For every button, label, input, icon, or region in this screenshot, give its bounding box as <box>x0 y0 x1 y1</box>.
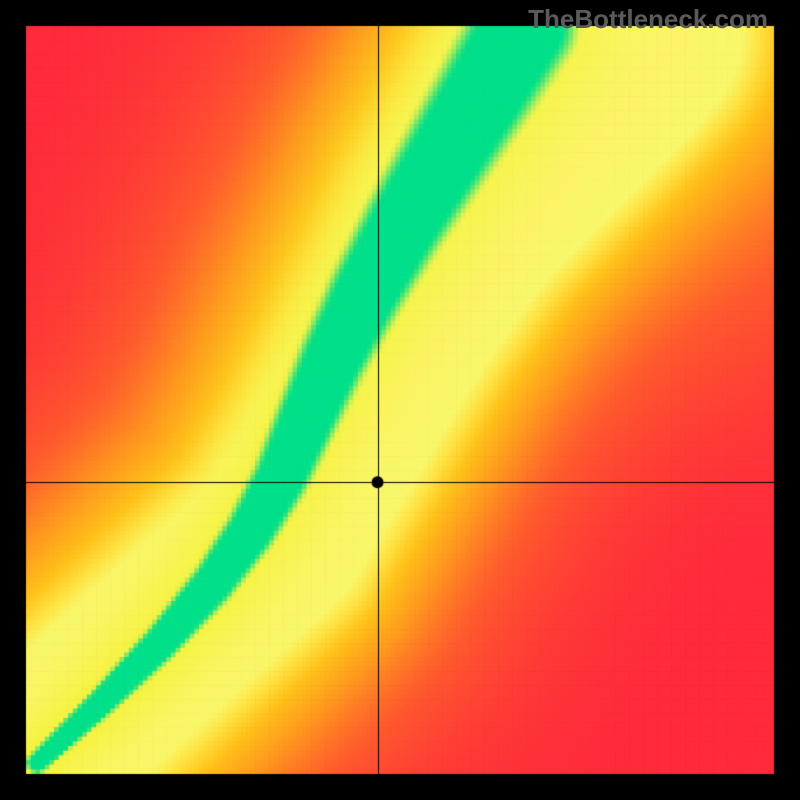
heatmap-canvas <box>0 0 800 800</box>
watermark-text: TheBottleneck.com <box>528 4 768 35</box>
figure-root: TheBottleneck.com <box>0 0 800 800</box>
